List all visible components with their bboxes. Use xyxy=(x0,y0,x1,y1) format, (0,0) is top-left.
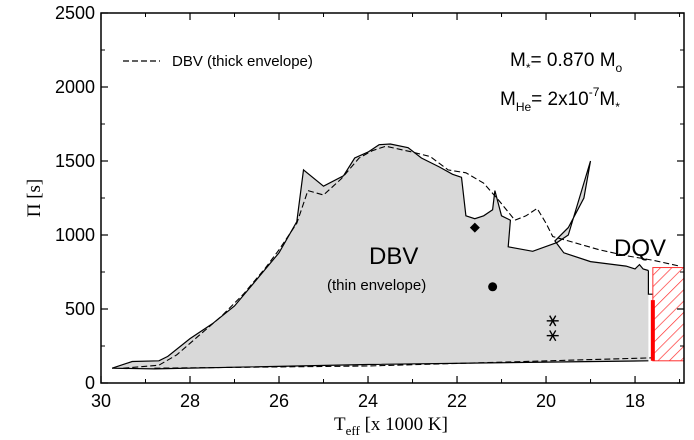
data-point-asterisk xyxy=(546,330,559,342)
thin-envelope-region-fill xyxy=(112,144,649,369)
thin-envelope-lower-edge xyxy=(112,360,649,370)
plot-area xyxy=(111,143,684,370)
thick-envelope-upper-curve xyxy=(123,145,680,369)
x-tick-label: 24 xyxy=(358,391,378,411)
asterisk-stroke xyxy=(549,315,557,327)
helium-mass-annotation: MHe= 2x10-7M* xyxy=(500,85,620,114)
x-tick-label: 26 xyxy=(269,391,289,411)
dbv-region-label: DBV xyxy=(369,243,418,270)
x-tick-label: 30 xyxy=(91,391,111,411)
x-tick-label: 22 xyxy=(447,391,467,411)
x-tick-label: 28 xyxy=(180,391,200,411)
y-tick-label: 500 xyxy=(65,299,95,319)
y-axis-title: Π [s] xyxy=(24,179,45,218)
dqv-region-label: DQV xyxy=(614,235,666,262)
x-axis-title: Teff [x 1000 K] xyxy=(334,414,448,438)
data-point-circle xyxy=(488,282,498,292)
dbv-region-sublabel: (thin envelope) xyxy=(327,277,426,294)
data-point-diamond xyxy=(469,222,480,233)
x-tick-label: 20 xyxy=(536,391,556,411)
y-tick-label: 2000 xyxy=(55,77,95,97)
data-point-asterisk xyxy=(546,315,559,327)
stellar-mass-annotation: M*= 0.870 Mo xyxy=(510,50,623,75)
y-tick-label: 0 xyxy=(85,373,95,393)
legend-label: DBV (thick envelope) xyxy=(172,53,313,70)
asterisk-stroke xyxy=(549,330,557,342)
x-tick-label: 18 xyxy=(625,391,645,411)
y-tick-label: 1500 xyxy=(55,151,95,171)
y-tick-label: 1000 xyxy=(55,225,95,245)
thin-envelope-upper-edge xyxy=(111,143,649,369)
dqv-instability-region xyxy=(652,267,684,362)
axes: 30 28 26 24 22 20 18 0 500 1000 1500 2000 2500 xyxy=(55,3,684,411)
y-tick-label: 2500 xyxy=(55,3,95,23)
thin-envelope-notch xyxy=(647,270,653,295)
legend: DBV (thick envelope) xyxy=(123,53,313,70)
